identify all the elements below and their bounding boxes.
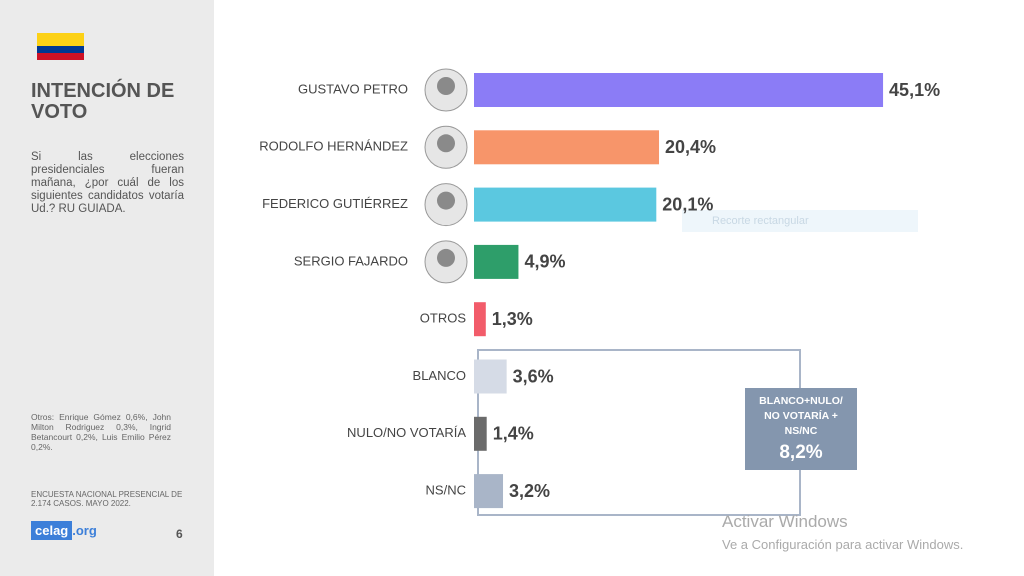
value-label: 1,3% <box>492 309 533 329</box>
bar <box>474 73 884 107</box>
bar <box>474 302 486 337</box>
group-total-box <box>745 388 857 470</box>
label-line: NS/NC <box>785 425 818 437</box>
category-label: SERGIO FAJARDO <box>294 253 408 268</box>
category-label: FEDERICO GUTIÉRREZ <box>262 196 408 211</box>
watermark-title: Activar Windows <box>722 512 848 531</box>
logo: celag .org <box>31 521 97 540</box>
value-label: 20,4% <box>665 137 716 157</box>
group-total-label: BLANCO+NULO/NO VOTARÍA + NS/NC <box>759 395 843 437</box>
value-label: 4,9% <box>524 252 565 272</box>
value-label: 3,6% <box>513 366 554 386</box>
group-total-value: 8,2% <box>779 442 822 463</box>
candidate-head <box>437 191 455 210</box>
logo-text: celag <box>31 521 73 540</box>
label-line: NO VOTARÍA + <box>764 409 838 422</box>
sidebar: INTENCIÓN DE VOTO Si las elecciones pres… <box>0 0 214 576</box>
value-label: 3,2% <box>509 481 550 501</box>
category-label: RODOLFO HERNÁNDEZ <box>259 139 408 154</box>
watermark-text: Ve a Configuración para activar Windows. <box>722 537 964 552</box>
candidate-head <box>437 248 455 267</box>
label-line: BLANCO+NULO/ <box>759 395 843 407</box>
category-label: GUSTAVO PETRO <box>298 81 408 96</box>
bar <box>474 187 657 222</box>
bar <box>474 416 487 451</box>
bar <box>474 359 507 394</box>
candidate-head <box>437 77 455 95</box>
value-label: 20,1% <box>662 194 713 214</box>
tooltip <box>682 210 918 232</box>
candidate-head <box>437 134 455 153</box>
logo-suffix: .org <box>72 523 97 538</box>
value-label: 45,1% <box>889 80 940 100</box>
bar <box>474 130 660 165</box>
page-number: 6 <box>176 527 183 541</box>
category-label: OTROS <box>420 311 467 326</box>
bar <box>474 244 519 279</box>
flag <box>37 33 84 60</box>
value-label: 1,4% <box>493 424 534 444</box>
category-label: NS/NC <box>426 483 466 498</box>
category-label: NULO/NO VOTARÍA <box>347 425 466 440</box>
bar <box>474 474 504 509</box>
tooltip-text: Recorte rectangular <box>712 215 809 227</box>
footnote: Otros: Enrique Gómez 0,6%, John Milton R… <box>31 412 171 452</box>
title: INTENCIÓN DE VOTO <box>31 80 175 123</box>
question: Si las elecciones presidenciales fueran … <box>31 151 184 215</box>
category-label: BLANCO <box>413 368 466 383</box>
source: ENCUESTA NACIONAL PRESENCIAL DE 2.174 CA… <box>31 490 183 508</box>
